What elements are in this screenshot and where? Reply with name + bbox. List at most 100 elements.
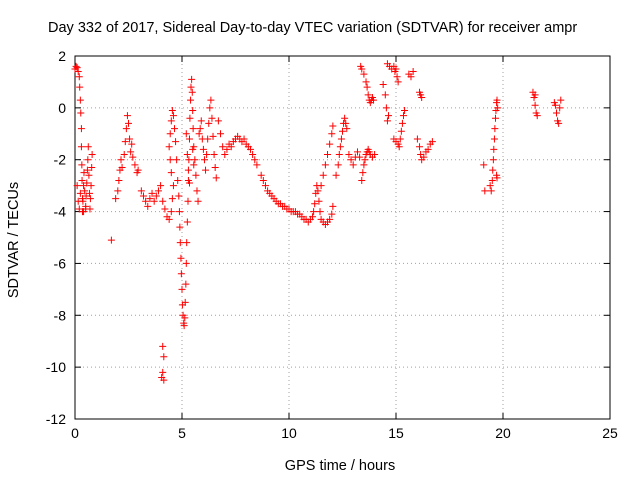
data-point bbox=[487, 187, 495, 195]
data-point bbox=[309, 213, 317, 221]
data-point bbox=[349, 161, 357, 169]
data-point bbox=[332, 171, 340, 179]
data-point bbox=[159, 197, 167, 205]
data-point bbox=[329, 202, 337, 210]
data-point bbox=[169, 182, 177, 190]
data-point bbox=[396, 135, 404, 143]
data-point bbox=[202, 166, 210, 174]
data-point bbox=[144, 202, 152, 210]
data-point bbox=[531, 91, 539, 99]
data-point bbox=[394, 78, 402, 86]
data-point bbox=[257, 171, 265, 179]
data-point bbox=[219, 143, 227, 151]
data-point bbox=[76, 83, 84, 91]
data-point bbox=[122, 125, 130, 133]
data-point bbox=[112, 195, 120, 203]
data-point bbox=[166, 156, 174, 164]
data-point bbox=[493, 96, 501, 104]
data-point bbox=[142, 197, 150, 205]
data-point bbox=[189, 145, 197, 153]
data-point bbox=[137, 187, 145, 195]
data-point bbox=[551, 101, 559, 109]
data-point bbox=[207, 96, 215, 104]
data-point bbox=[358, 65, 366, 73]
data-point bbox=[73, 64, 81, 72]
data-point bbox=[489, 156, 497, 164]
data-point bbox=[86, 189, 94, 197]
y-tick-label: -4 bbox=[54, 204, 67, 220]
data-point bbox=[83, 179, 91, 187]
data-point bbox=[345, 151, 353, 159]
data-point bbox=[76, 96, 84, 104]
data-point bbox=[181, 314, 189, 322]
data-point bbox=[197, 117, 205, 125]
data-point bbox=[148, 189, 156, 197]
data-point bbox=[195, 130, 203, 138]
data-point bbox=[174, 176, 182, 184]
data-point bbox=[428, 138, 436, 146]
data-point bbox=[494, 104, 502, 112]
data-point bbox=[123, 112, 131, 120]
data-point bbox=[413, 135, 421, 143]
data-point bbox=[77, 109, 85, 117]
data-point bbox=[85, 171, 93, 179]
data-point bbox=[317, 182, 325, 190]
data-point bbox=[401, 106, 409, 114]
data-point bbox=[181, 298, 189, 306]
data-point bbox=[407, 73, 415, 81]
data-point bbox=[204, 135, 212, 143]
data-point bbox=[490, 135, 498, 143]
data-point bbox=[334, 161, 342, 169]
data-point bbox=[139, 192, 147, 200]
data-point bbox=[221, 151, 229, 159]
data-point bbox=[533, 112, 541, 120]
data-point bbox=[328, 130, 336, 138]
data-point bbox=[335, 151, 343, 159]
data-point bbox=[160, 353, 168, 361]
data-point bbox=[185, 135, 193, 143]
data-point bbox=[182, 130, 190, 138]
data-point bbox=[88, 163, 96, 171]
data-point bbox=[358, 176, 366, 184]
data-point bbox=[363, 83, 371, 91]
data-point bbox=[326, 140, 334, 148]
data-point bbox=[88, 151, 96, 159]
data-point bbox=[211, 163, 219, 171]
data-point bbox=[146, 195, 154, 203]
data-point bbox=[364, 91, 372, 99]
data-point bbox=[168, 195, 176, 203]
chart-title: Day 332 of 2017, Sidereal Day-to-day VTE… bbox=[48, 20, 577, 36]
data-point bbox=[371, 151, 379, 159]
data-point bbox=[182, 259, 190, 267]
data-point bbox=[78, 176, 86, 184]
data-point bbox=[152, 192, 160, 200]
data-point bbox=[418, 93, 426, 101]
data-point bbox=[188, 88, 196, 96]
data-point bbox=[206, 104, 214, 112]
data-point bbox=[314, 187, 322, 195]
x-tick-label: 25 bbox=[602, 425, 618, 441]
data-point bbox=[321, 161, 329, 169]
data-point bbox=[184, 166, 192, 174]
data-point bbox=[359, 169, 367, 177]
data-point bbox=[488, 176, 496, 184]
data-point bbox=[315, 197, 323, 205]
data-point bbox=[424, 145, 432, 153]
y-tick-label: -8 bbox=[54, 307, 67, 323]
data-point bbox=[246, 145, 254, 153]
data-point bbox=[178, 285, 186, 293]
x-tick-label: 20 bbox=[495, 425, 511, 441]
data-point bbox=[187, 83, 195, 91]
data-point bbox=[182, 280, 190, 288]
data-point bbox=[75, 73, 83, 81]
data-point bbox=[251, 156, 259, 164]
data-point bbox=[172, 138, 180, 146]
data-point bbox=[159, 342, 167, 350]
x-tick-label: 5 bbox=[178, 425, 186, 441]
data-point bbox=[397, 127, 405, 135]
y-axis-label: SDTVAR / TECUs bbox=[6, 182, 22, 298]
data-point bbox=[491, 125, 499, 133]
data-point bbox=[127, 148, 135, 156]
data-point bbox=[84, 143, 92, 151]
data-point bbox=[128, 140, 136, 148]
